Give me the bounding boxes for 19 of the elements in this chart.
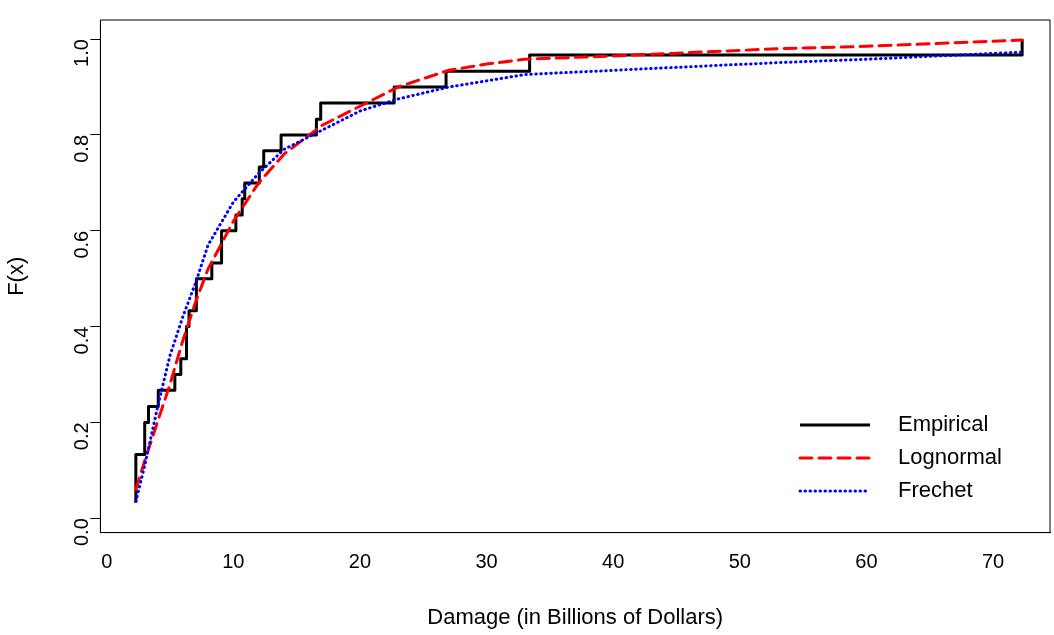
legend-label: Lognormal <box>898 444 1002 470</box>
x-tick-label: 70 <box>981 550 1005 573</box>
x-tick-label: 60 <box>855 550 878 573</box>
x-tick-label: 20 <box>348 550 372 573</box>
y-axis-title: F(x) <box>3 256 29 296</box>
legend-label: Empirical <box>898 411 989 437</box>
x-tick-label: 30 <box>475 550 498 573</box>
x-tick-label: 0 <box>101 550 113 573</box>
legend-label: Frechet <box>898 477 973 503</box>
y-tick-label: 0.4 <box>69 326 92 355</box>
x-tick-label: 10 <box>222 550 245 573</box>
y-tick-label: 0.2 <box>69 422 92 451</box>
y-tick-label: 1.0 <box>69 39 92 67</box>
x-tick-label: 40 <box>602 550 625 573</box>
x-axis-title: Damage (in Billions of Dollars) <box>427 603 724 629</box>
y-tick-label: 0.6 <box>69 230 92 259</box>
y-tick-label: 0.0 <box>69 518 92 547</box>
x-tick-label: 50 <box>728 550 751 573</box>
y-tick-label: 0.8 <box>69 134 92 163</box>
